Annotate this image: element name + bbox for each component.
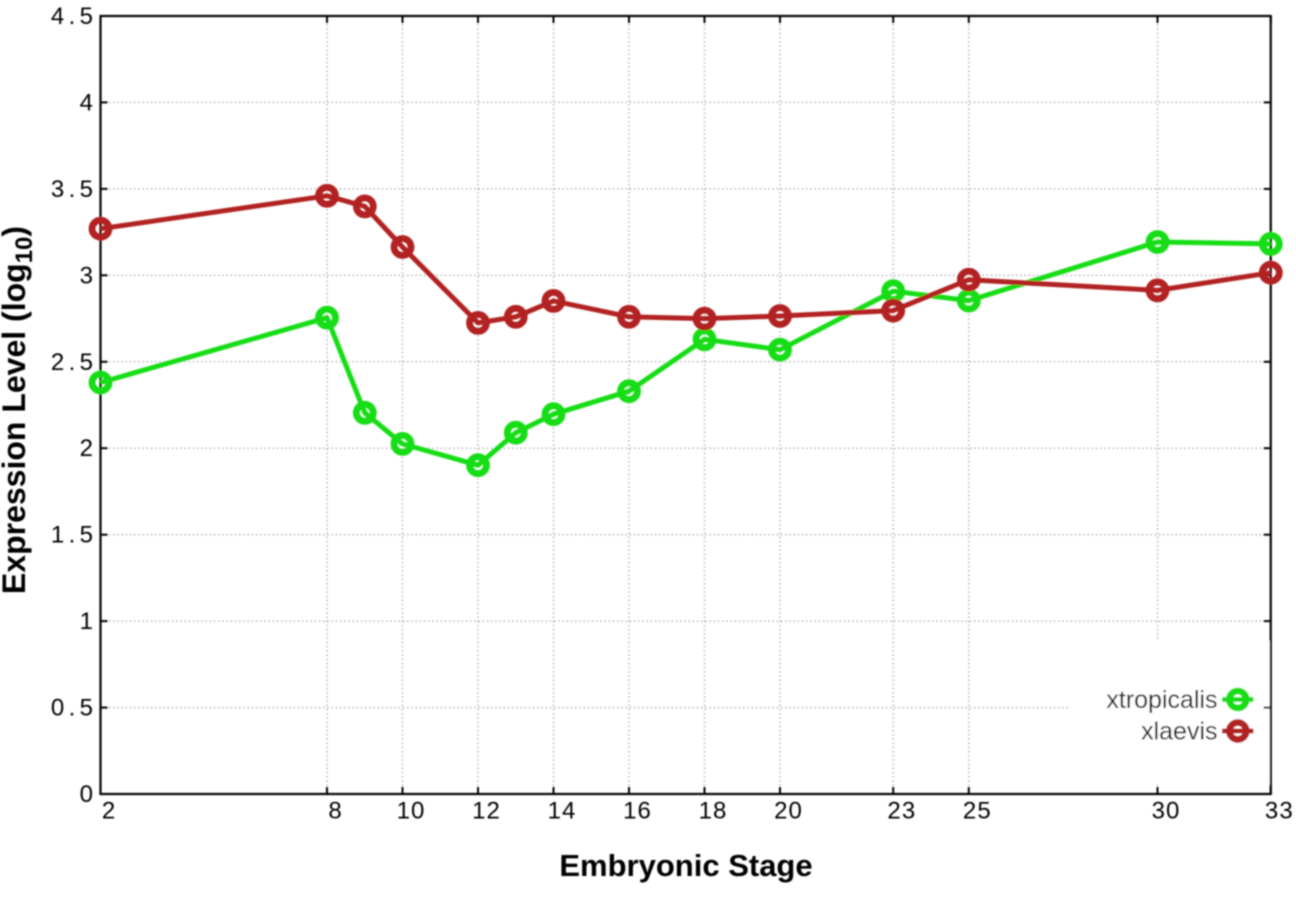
svg-text:xtropicalis: xtropicalis	[1106, 686, 1217, 714]
svg-text:5: 5	[80, 176, 93, 203]
svg-text:5: 5	[977, 798, 990, 825]
svg-text:.: .	[69, 522, 76, 549]
svg-text:3: 3	[1279, 798, 1292, 825]
svg-text:2: 2	[774, 798, 787, 825]
svg-text:.: .	[69, 695, 76, 722]
svg-text:1: 1	[623, 798, 636, 825]
svg-text:1: 1	[699, 798, 712, 825]
svg-text:3: 3	[1152, 798, 1165, 825]
svg-text:0: 0	[789, 798, 802, 825]
svg-text:0: 0	[80, 781, 93, 808]
svg-text:.: .	[69, 349, 76, 376]
svg-text:2: 2	[102, 798, 115, 825]
svg-text:Embryonic Stage: Embryonic Stage	[559, 848, 812, 883]
svg-text:6: 6	[638, 798, 651, 825]
svg-text:5: 5	[80, 3, 93, 30]
svg-text:1: 1	[51, 522, 64, 549]
svg-text:.: .	[69, 176, 76, 203]
svg-text:0: 0	[1166, 798, 1179, 825]
svg-text:2: 2	[51, 349, 64, 376]
svg-text:2: 2	[963, 798, 976, 825]
svg-text:xlaevis: xlaevis	[1141, 718, 1217, 746]
svg-text:4: 4	[80, 89, 93, 116]
svg-text:4: 4	[562, 798, 575, 825]
svg-text:.: .	[69, 3, 76, 30]
svg-text:5: 5	[80, 522, 93, 549]
svg-text:1: 1	[472, 798, 485, 825]
svg-text:4: 4	[51, 3, 64, 30]
svg-text:3: 3	[51, 176, 64, 203]
svg-text:1: 1	[548, 798, 561, 825]
svg-text:3: 3	[902, 798, 915, 825]
svg-text:Expression Level (log10): Expression Level (log10)	[0, 226, 38, 594]
svg-text:8: 8	[328, 798, 341, 825]
svg-text:0: 0	[51, 695, 64, 722]
svg-text:5: 5	[80, 349, 93, 376]
svg-text:0: 0	[411, 798, 424, 825]
svg-text:5: 5	[80, 695, 93, 722]
svg-text:3: 3	[1265, 798, 1278, 825]
svg-text:8: 8	[713, 798, 726, 825]
svg-text:2: 2	[887, 798, 900, 825]
svg-text:2: 2	[487, 798, 500, 825]
svg-text:1: 1	[80, 608, 93, 635]
svg-text:1: 1	[397, 798, 410, 825]
svg-text:3: 3	[80, 262, 93, 289]
svg-text:2: 2	[80, 435, 93, 462]
